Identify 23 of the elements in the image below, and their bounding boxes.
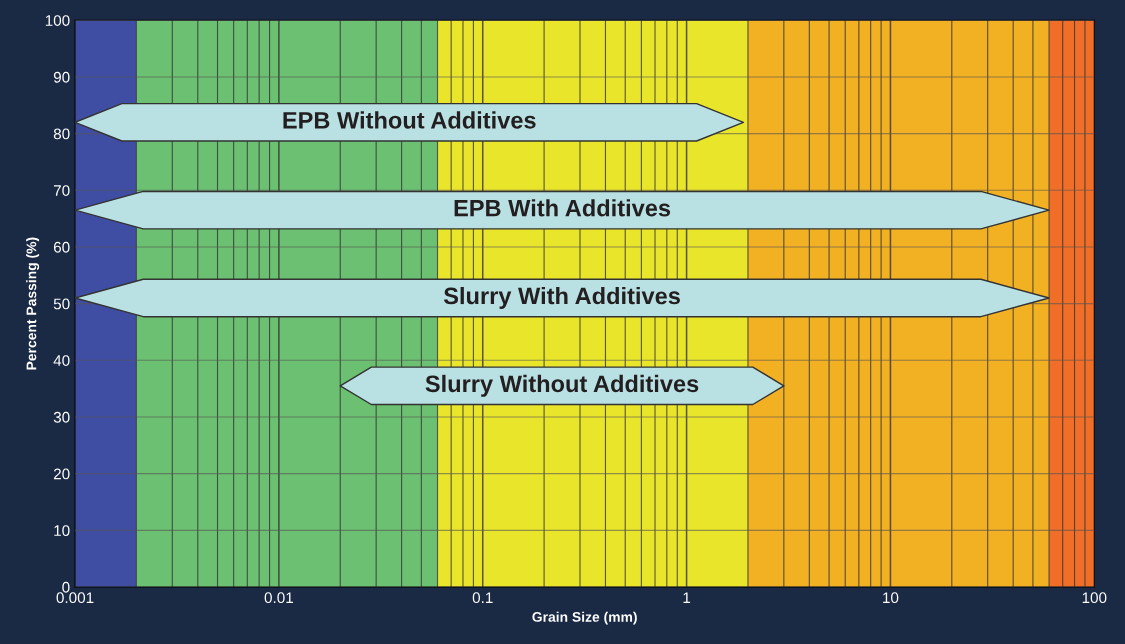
x-tick-label: 10 (883, 592, 899, 604)
y-tick-label: 70 (53, 185, 70, 196)
y-tick-label: 80 (53, 128, 70, 140)
y-tick-label: 40 (53, 355, 70, 366)
y-tick-label: 0 (62, 581, 70, 593)
y-tick-label: 60 (53, 241, 70, 253)
y-axis-title: Percent Passing (%) (26, 237, 40, 370)
x-tick-label: 0.001 (56, 592, 94, 604)
y-tick-label: 20 (53, 468, 70, 480)
y-tick-label: 100 (45, 15, 70, 26)
x-tick-label: 0.1 (472, 592, 493, 604)
x-tick-label: 100 (1082, 592, 1107, 604)
x-tick-label: 1 (683, 592, 691, 603)
y-tick-label: 10 (54, 525, 70, 537)
series-label: Slurry With Additives (443, 286, 680, 309)
x-axis-title: Grain Size (mm) (532, 611, 637, 625)
series-label: EPB Without Additives (283, 111, 536, 129)
series-label: EPB With Additives (454, 199, 671, 217)
x-tick-label: 0.01 (264, 592, 294, 604)
y-tick-label: 50 (53, 298, 70, 310)
series-label: Slurry Without Additives (425, 374, 699, 397)
y-tick-label: 90 (53, 71, 70, 83)
y-tick-label: 30 (53, 411, 70, 423)
